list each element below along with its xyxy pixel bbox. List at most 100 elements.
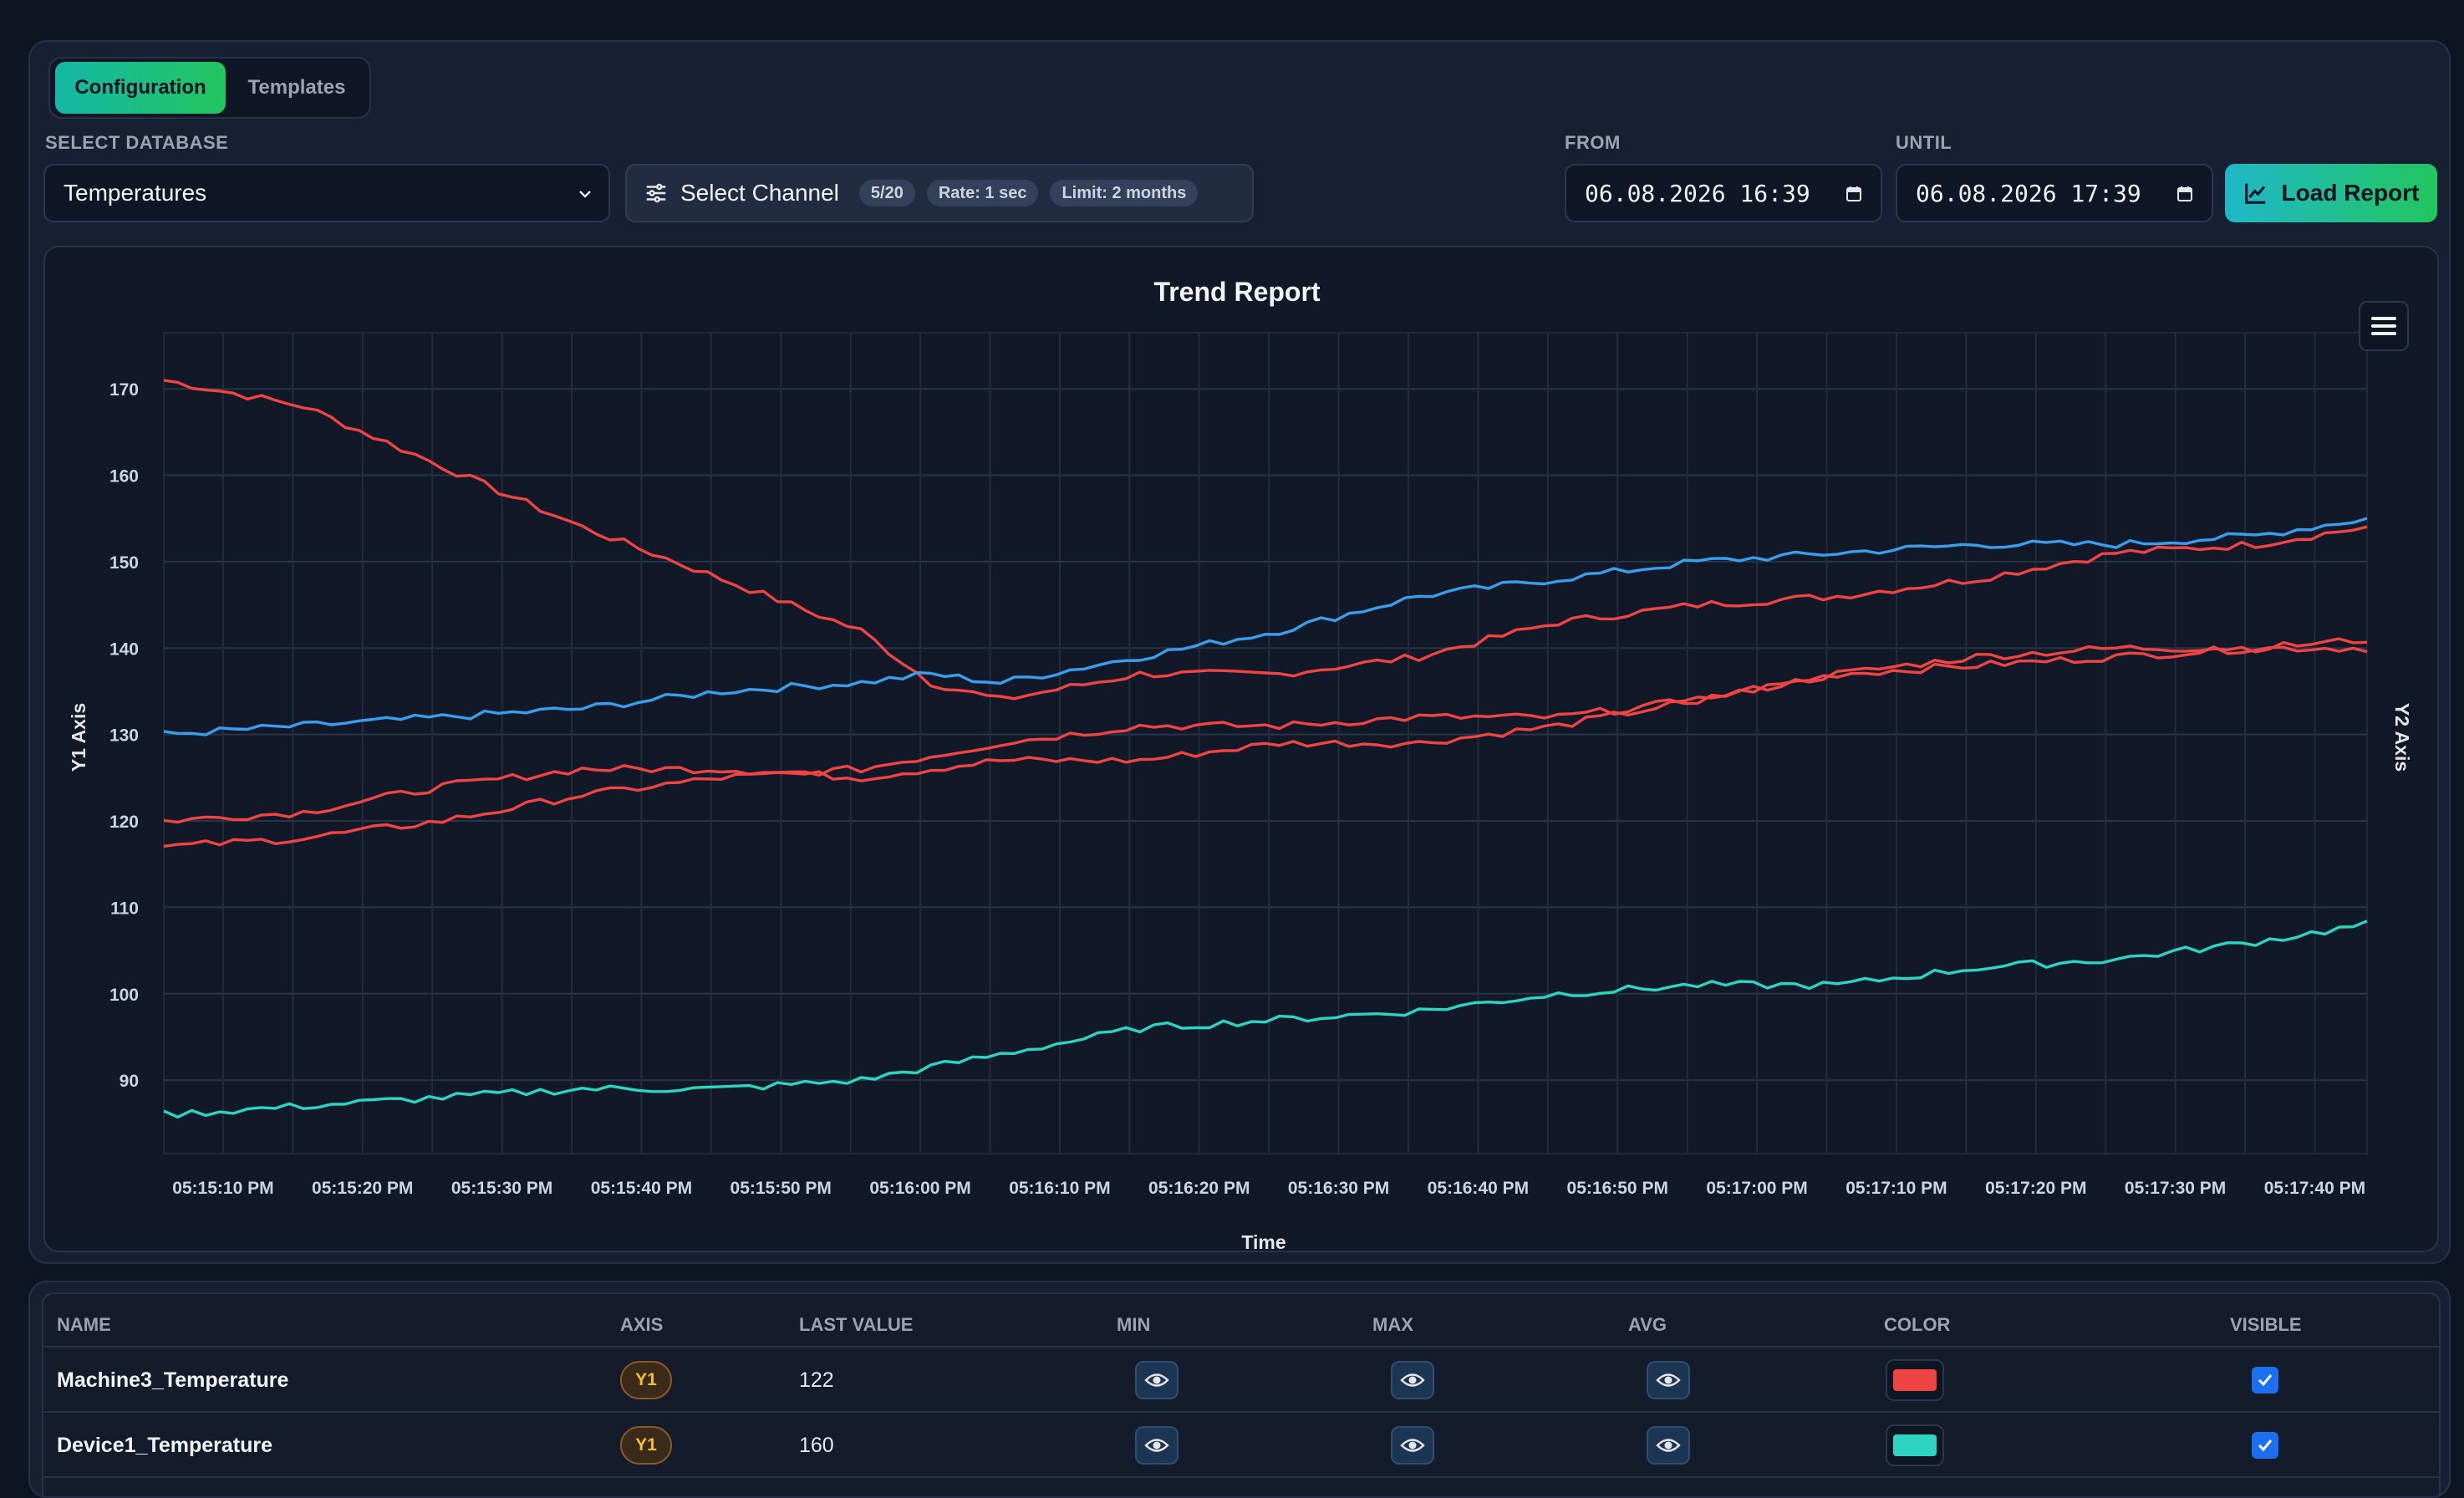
x-tick-label: 05:16:00 PM	[869, 1179, 970, 1198]
axis-badge[interactable]: Y1	[620, 1361, 672, 1399]
x-tick-label: 05:15:20 PM	[312, 1179, 413, 1198]
load-report-button[interactable]: Load Report	[2225, 164, 2437, 222]
x-tick-label: 05:17:30 PM	[2125, 1179, 2226, 1198]
eye-icon	[1656, 1439, 1681, 1452]
chart-menu-button[interactable]	[2359, 301, 2409, 351]
y-tick-label: 170	[109, 380, 139, 400]
y-tick-label: 130	[109, 726, 139, 746]
eye-icon	[1400, 1439, 1425, 1452]
tab-bar: Configuration Templates	[48, 57, 371, 119]
x-tick-label: 05:15:30 PM	[451, 1179, 552, 1198]
tab-configuration[interactable]: Configuration	[55, 62, 226, 114]
x-tick-label: 05:17:40 PM	[2264, 1179, 2365, 1198]
configuration-panel: Configuration Templates SELECT DATABASE …	[28, 40, 2451, 1264]
y-tick-label: 110	[110, 899, 139, 918]
trend-chart: 90 100 110 120 130 140 150 160 170 05:15:10 PM 05:…	[68, 277, 2413, 1252]
visible-checkbox[interactable]	[2252, 1367, 2278, 1394]
database-select-value: Temperatures	[64, 180, 207, 206]
x-tick-label: 05:16:40 PM	[1428, 1179, 1529, 1198]
channel-count-badge: 5/20	[858, 180, 915, 206]
avg-toggle-button[interactable]	[1647, 1361, 1690, 1399]
color-picker-button[interactable]	[1886, 1359, 1944, 1401]
table-row	[43, 1476, 2439, 1496]
visible-checkbox[interactable]	[2252, 1432, 2278, 1459]
load-report-label: Load Report	[2281, 180, 2420, 206]
row-name: Device1_Temperature	[57, 1433, 273, 1457]
y-tick-label: 120	[109, 813, 139, 832]
from-date-value: 06.08.2026 16:39	[1585, 179, 1810, 207]
max-toggle-button[interactable]	[1391, 1426, 1434, 1465]
series-line-3[interactable]	[163, 645, 2368, 824]
eye-icon	[1400, 1373, 1425, 1387]
select-database-label: SELECT DATABASE	[45, 132, 229, 153]
calendar-icon[interactable]	[1844, 184, 1864, 204]
eye-icon	[1144, 1373, 1169, 1387]
row-last-value: 122	[799, 1368, 834, 1392]
x-tick-label: 05:17:00 PM	[1706, 1179, 1807, 1198]
y-tick-label: 100	[109, 986, 139, 1005]
series-line-2[interactable]	[163, 517, 2368, 736]
chevron-down-icon	[579, 191, 591, 198]
y-tick-label: 160	[109, 467, 139, 487]
series-line-4[interactable]	[163, 637, 2368, 848]
min-toggle-button[interactable]	[1135, 1361, 1179, 1399]
row-last-value: 160	[799, 1433, 834, 1457]
header-last-value: LAST VALUE	[799, 1314, 914, 1335]
y1-axis-title: Y1 Axis	[68, 703, 89, 772]
header-min: MIN	[1117, 1314, 1151, 1335]
x-axis-title: Time	[1241, 1231, 1285, 1252]
y2-axis-title: Y2 Axis	[2391, 703, 2413, 772]
header-axis: AXIS	[620, 1314, 664, 1335]
from-label: FROM	[1565, 132, 1621, 153]
header-name: NAME	[57, 1314, 111, 1335]
series-line-5[interactable]	[163, 920, 2368, 1118]
min-toggle-button[interactable]	[1135, 1426, 1179, 1465]
header-avg: AVG	[1628, 1314, 1667, 1335]
axis-badge[interactable]: Y1	[620, 1426, 672, 1465]
y-tick-label: 140	[109, 639, 139, 659]
header-visible: VISIBLE	[2230, 1314, 2302, 1335]
max-toggle-button[interactable]	[1391, 1361, 1434, 1399]
plot-area	[163, 332, 2368, 1154]
rate-badge: Rate: 1 sec	[926, 180, 1039, 206]
eye-icon	[1144, 1439, 1169, 1452]
from-date-input[interactable]: 06.08.2026 16:39	[1565, 164, 1882, 222]
select-channel-label: Select Channel	[680, 180, 839, 206]
x-tick-label: 05:17:10 PM	[1845, 1179, 1947, 1198]
x-tick-label: 05:17:20 PM	[1985, 1179, 2086, 1198]
row-name: Machine3_Temperature	[57, 1368, 289, 1392]
avg-toggle-button[interactable]	[1647, 1426, 1690, 1465]
series-line-1[interactable]	[163, 379, 2368, 701]
trend-chart-card: 90 100 110 120 130 140 150 160 170 05:15:10 PM 05:…	[43, 246, 2439, 1252]
color-picker-button[interactable]	[1886, 1424, 1944, 1466]
until-label: UNTIL	[1896, 132, 1952, 153]
x-tick-label: 05:16:20 PM	[1148, 1179, 1250, 1198]
select-channel-button[interactable]: Select Channel 5/20 Rate: 1 sec Limit: 2…	[625, 164, 1254, 222]
checkmark-icon	[2258, 1374, 2273, 1387]
table-row: Device1_Temperature Y1 160	[43, 1411, 2439, 1476]
x-tick-label: 05:15:40 PM	[591, 1179, 692, 1198]
x-tick-label: 05:16:10 PM	[1009, 1179, 1110, 1198]
eye-icon	[1656, 1373, 1681, 1387]
chart-title: Trend Report	[1153, 277, 1320, 307]
hamburger-menu-icon	[2371, 317, 2396, 335]
tab-templates[interactable]: Templates	[247, 76, 346, 99]
table-row: Machine3_Temperature Y1 122	[43, 1346, 2439, 1411]
header-max: MAX	[1372, 1314, 1413, 1335]
x-tick-label: 05:16:50 PM	[1567, 1179, 1668, 1198]
channel-table: NAME AXIS LAST VALUE MIN MAX AVG COLOR V…	[42, 1292, 2441, 1496]
checkmark-icon	[2258, 1439, 2273, 1452]
calendar-icon[interactable]	[2175, 184, 2195, 204]
limit-badge: Limit: 2 months	[1050, 180, 1199, 206]
x-tick-label: 05:15:10 PM	[172, 1179, 273, 1198]
channel-table-panel: NAME AXIS LAST VALUE MIN MAX AVG COLOR V…	[28, 1281, 2451, 1498]
database-select[interactable]: Temperatures	[43, 164, 610, 222]
x-tick-label: 05:15:50 PM	[731, 1179, 832, 1198]
y-tick-label: 150	[109, 553, 139, 573]
color-swatch	[1893, 1369, 1937, 1391]
x-tick-label: 05:16:30 PM	[1288, 1179, 1389, 1198]
sliders-icon	[646, 183, 666, 203]
until-date-input[interactable]: 06.08.2026 17:39	[1896, 164, 2213, 222]
header-color: COLOR	[1884, 1314, 1951, 1335]
until-date-value: 06.08.2026 17:39	[1916, 179, 2141, 207]
